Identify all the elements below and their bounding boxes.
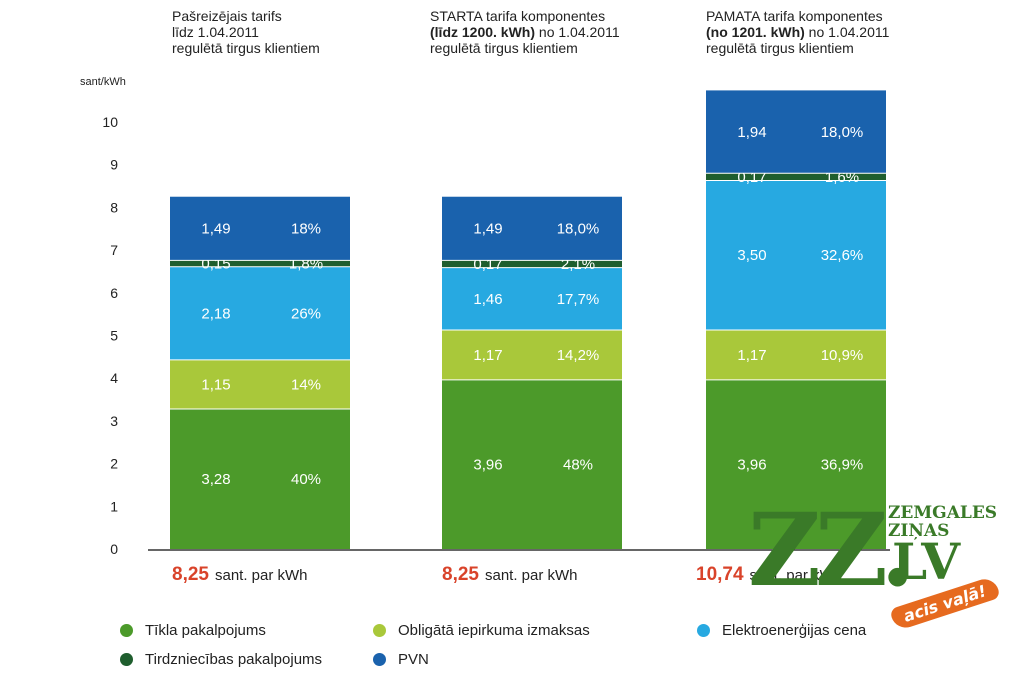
data-label-percent: 18% [291, 221, 321, 238]
header-line: līdz 1.04.2011 [172, 24, 259, 40]
bar-segment [706, 329, 886, 380]
total-value: 8,25 [172, 564, 209, 585]
total-starta-tariff: 8,25 sant. par kWh [442, 564, 578, 586]
bar-segment [442, 196, 622, 261]
logo-lv: LV [892, 532, 961, 591]
legend-label: Tīkla pakalpojums [145, 622, 266, 639]
total-unit: sant. par kWh [749, 567, 843, 584]
data-label-value: 1,15 [201, 376, 230, 393]
bar-segment [170, 196, 350, 261]
bar-segment [706, 180, 886, 330]
total-pamata-tariff: 10,74 sant. par kWh [696, 564, 842, 586]
legend-label: Obligātā iepirkuma izmaksas [398, 622, 590, 639]
y-tick-label: 8 [110, 199, 118, 215]
y-tick-label: 5 [110, 328, 118, 344]
data-label-percent: 18,0% [557, 221, 600, 238]
y-tick-label: 9 [110, 157, 118, 173]
data-label-percent: 40% [291, 471, 321, 488]
legend-item-tirdzniecibas: Tirdzniecības pakalpojums [120, 651, 322, 668]
data-label-value: 3,28 [201, 471, 230, 488]
y-tick-label: 3 [110, 413, 118, 429]
y-tick-label: 10 [102, 114, 118, 130]
y-tick-label: 2 [110, 456, 118, 472]
y-tick-label: 6 [110, 285, 118, 301]
data-label-value: 3,96 [473, 456, 502, 473]
y-tick-label: 0 [110, 541, 118, 557]
data-label-percent: 18,0% [821, 124, 864, 141]
bar-segment [706, 90, 886, 174]
header-line: regulētā tirgus klientiem [172, 40, 320, 56]
total-unit: sant. par kWh [484, 567, 578, 584]
legend-item-pvn: PVN [373, 651, 429, 668]
legend-dot [697, 624, 710, 637]
bar-segment [170, 359, 350, 409]
legend-label: Tirdzniecības pakalpojums [145, 651, 323, 668]
header-line: regulētā tirgus klientiem [706, 40, 854, 56]
y-axis-label: sant/kWh [80, 76, 126, 88]
header-starta-tariff: STARTA tarifa komponentes (līdz 1200. kW… [430, 8, 620, 56]
bar-segment [442, 260, 622, 268]
y-tick-label: 4 [110, 370, 118, 386]
header-line: Pašreizējais tarifs [172, 8, 282, 24]
legend-item-obligata: Obligātā iepirkuma izmaksas [373, 622, 590, 639]
bar-segment [706, 173, 886, 181]
bar-segment [442, 329, 622, 380]
legend-dot [373, 653, 386, 666]
data-label-value: 1,94 [737, 124, 766, 141]
data-label-value: 1,49 [201, 221, 230, 238]
bar-segment [170, 266, 350, 360]
y-tick-label: 1 [110, 498, 118, 514]
legend-item-elektro: Elektroenerģijas cena [697, 622, 866, 639]
data-label-percent: 10,9% [821, 347, 864, 364]
bar-segment [442, 379, 622, 549]
header-pamata-tariff: PAMATA tarifa komponentes (no 1201. kWh)… [706, 8, 889, 56]
data-label-percent: 14% [291, 376, 321, 393]
data-label-value: 3,96 [737, 456, 766, 473]
legend-label: Elektroenerģijas cena [722, 622, 867, 639]
bar-segment [170, 408, 350, 549]
bar-segment [170, 260, 350, 267]
header-current-tariff: Pašreizējais tarifs līdz 1.04.2011 regul… [172, 8, 320, 56]
legend-dot [120, 653, 133, 666]
data-label-value: 1,17 [473, 347, 502, 364]
legend-item-tikla: Tīkla pakalpojums [120, 622, 266, 639]
header-line: PAMATA tarifa komponentes [706, 8, 883, 24]
legend-dot [373, 624, 386, 637]
header-line: (no 1201. kWh) no 1.04.2011 [706, 24, 890, 40]
total-value: 10,74 [696, 564, 744, 585]
header-line: regulētā tirgus klientiem [430, 40, 578, 56]
header-line: (līdz 1200. kWh) no 1.04.2011 [430, 24, 620, 40]
data-label-value: 1,17 [737, 347, 766, 364]
bar-segment [706, 379, 886, 549]
data-label-percent: 14,2% [557, 347, 600, 364]
header-line: STARTA tarifa komponentes [430, 8, 606, 24]
data-label-value: 1,46 [473, 291, 502, 308]
data-label-value: 1,49 [473, 221, 502, 238]
bar-segment [442, 267, 622, 330]
zz-lv-logo: ZZ. ZEMGALES ZIŅAS LV acis vaļā! [740, 500, 1020, 670]
legend-dot [120, 624, 133, 637]
data-label-value: 3,50 [737, 247, 766, 264]
logo-top-text: ZEMGALES ZIŅAS [888, 503, 998, 541]
total-current-tariff: 8,25 sant. par kWh [172, 564, 308, 586]
total-value: 8,25 [442, 564, 479, 585]
legend-label: PVN [398, 651, 429, 668]
data-label-percent: 48% [563, 456, 593, 473]
y-tick-label: 7 [110, 242, 118, 258]
logo-main: ZZ. [748, 491, 915, 609]
data-label-percent: 32,6% [821, 247, 864, 264]
data-label-percent: 26% [291, 305, 321, 322]
data-label-percent: 17,7% [557, 291, 600, 308]
data-label-percent: 36,9% [821, 456, 864, 473]
total-unit: sant. par kWh [214, 567, 308, 584]
data-label-value: 2,18 [201, 305, 230, 322]
